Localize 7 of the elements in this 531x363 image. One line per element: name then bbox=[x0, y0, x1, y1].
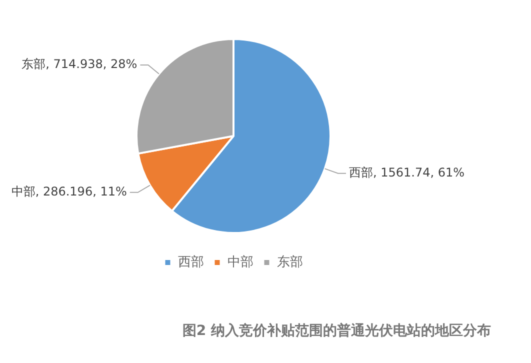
data-label: 中部, 286.196, 11% bbox=[11, 184, 127, 199]
legend-label: 西部 bbox=[178, 254, 204, 270]
data-label: 西部, 1561.74, 61% bbox=[349, 166, 465, 180]
legend-label: 中部 bbox=[227, 254, 254, 270]
text: 图2 纳入竞价补贴范围的普通光伏电站的地区分布 bbox=[181, 322, 492, 340]
data-label: 东部, 714.938, 28% bbox=[22, 57, 138, 72]
legend-label: 东部 bbox=[276, 254, 303, 270]
